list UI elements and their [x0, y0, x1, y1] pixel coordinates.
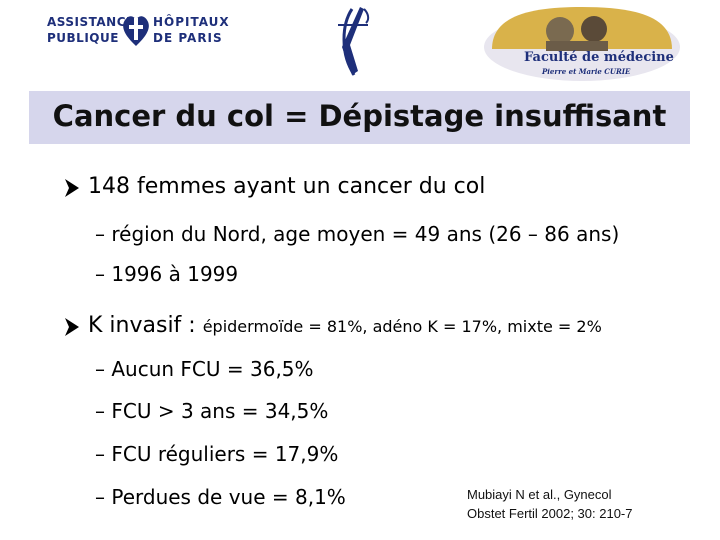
faculty-logo: Faculté de médecine Pierre et Marie CURI… — [482, 5, 682, 82]
sub-bullet-2-4-text: Perdues de vue = 8,1% — [111, 485, 346, 509]
sub-bullet-1-1-text: région du Nord, age moyen = 49 ans (26 –… — [111, 222, 620, 246]
bullet-1-text: 148 femmes ayant un cancer du col — [88, 174, 486, 199]
aphp-heart-icon — [123, 16, 149, 46]
reference-line-2: Obstet Fertil 2002; 30: 210-7 — [467, 506, 633, 521]
aphp-logo-left-text: ASSISTANCE PUBLIQUE — [47, 14, 135, 46]
aphp-left-line-2: PUBLIQUE — [47, 31, 119, 45]
sub-bullet-2-3-text: FCU réguliers = 17,9% — [111, 442, 339, 466]
title-bar: Cancer du col = Dépistage insuffisant — [29, 91, 690, 144]
bullet-2-text: K invasif : — [88, 313, 196, 338]
faculty-subtitle: Pierre et Marie CURIE — [542, 67, 631, 76]
sub-bullet-1-2: – 1996 à 1999 — [95, 262, 239, 286]
sub-bullet-2-1: – Aucun FCU = 36,5% — [95, 357, 314, 381]
aphp-logo-right-text: HÔPITAUX DE PARIS — [153, 14, 230, 46]
sub-bullet-2-4: – Perdues de vue = 8,1% — [95, 485, 346, 509]
sub-bullet-2-2-text: FCU > 3 ans = 34,5% — [111, 399, 329, 423]
sub-bullet-2-2: – FCU > 3 ans = 34,5% — [95, 399, 329, 423]
reference: Mubiayi N et al., Gynecol Obstet Fertil … — [467, 485, 632, 523]
sub-bullet-1-2-text: 1996 à 1999 — [111, 262, 239, 286]
aphp-right-line-1: HÔPITAUX — [153, 15, 230, 29]
aphp-right-line-2: DE PARIS — [153, 31, 223, 45]
slide-title: Cancer du col = Dépistage insuffisant — [52, 99, 667, 133]
aphp-left-line-1: ASSISTANCE — [47, 15, 135, 29]
bullet-2: K invasif : épidermoïde = 81%, adéno K =… — [88, 313, 602, 338]
arrow-bullet-icon — [65, 318, 79, 336]
reference-line-1: Mubiayi N et al., Gynecol — [467, 487, 612, 502]
sub-bullet-2-1-text: Aucun FCU = 36,5% — [111, 357, 314, 381]
emblem-logo — [338, 7, 370, 76]
faculty-title: Faculté de médecine — [524, 50, 674, 65]
aphp-logo: ASSISTANCE PUBLIQUE HÔPITAUX DE PARIS — [45, 10, 229, 50]
sub-bullet-2-3: – FCU réguliers = 17,9% — [95, 442, 339, 466]
arrow-bullet-icon — [65, 179, 79, 197]
faculty-emblem-icon — [484, 7, 680, 81]
sub-bullet-1-1: – région du Nord, age moyen = 49 ans (26… — [95, 222, 620, 246]
bullet-2-detail: épidermoïde = 81%, adéno K = 17%, mixte … — [202, 317, 602, 336]
